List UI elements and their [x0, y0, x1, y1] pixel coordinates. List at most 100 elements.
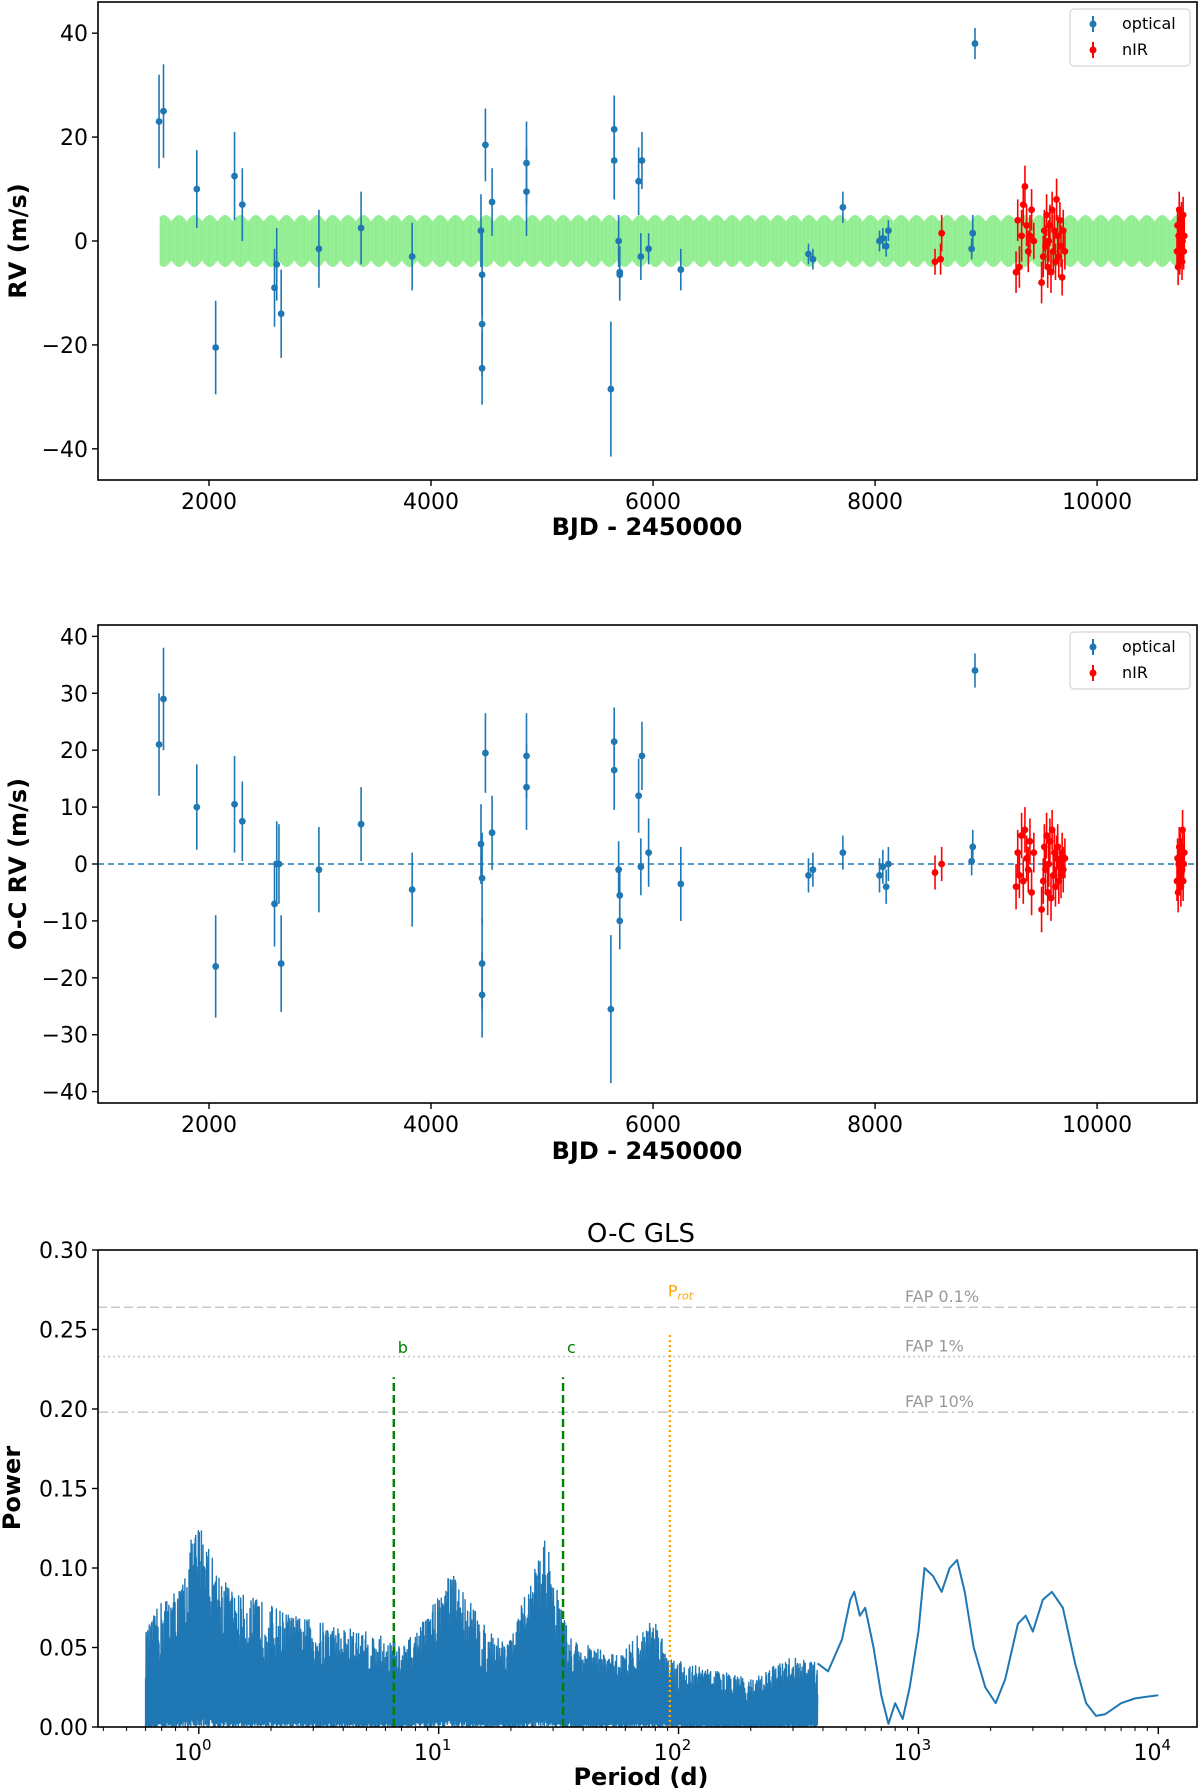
- oc-marker-nir: [1179, 826, 1186, 834]
- oc-point-optical: [275, 824, 283, 904]
- oc-marker-nir: [1045, 860, 1053, 868]
- rv-marker-nir: [1030, 237, 1038, 245]
- rv-marker-nir: [1050, 227, 1058, 235]
- oc-y-tick-label: 40: [60, 625, 88, 650]
- gls-y-tick-label: 0.30: [39, 1239, 88, 1264]
- oc-plot-content: [98, 647, 1197, 1084]
- rv-point-optical: [635, 147, 643, 216]
- rv-marker-nir: [1045, 237, 1053, 245]
- oc-panel: 2000 4000 6000 8000 10000 −40 −30 −20 −10 0 10 20 3…: [4, 624, 1198, 1165]
- oc-marker-nir: [1052, 883, 1059, 891]
- gls-y-tick-label: 0.20: [39, 1398, 88, 1423]
- oc-marker-optical: [616, 917, 624, 925]
- rv-marker-nir: [1180, 232, 1188, 240]
- rv-marker-optical: [212, 344, 220, 351]
- rv-y-tick-label: 40: [60, 22, 88, 47]
- rv-point-optical: [884, 220, 892, 241]
- rv-legend-label-optical: optical: [1122, 14, 1176, 33]
- rv-point-optical: [809, 248, 817, 270]
- fap-label: FAP 10%: [905, 1392, 974, 1411]
- oc-point-nir: [1024, 846, 1032, 893]
- gls-x-tick-label: 104: [1134, 1736, 1172, 1766]
- oc-point-optical: [478, 952, 486, 1038]
- oc-marker-nir: [1061, 854, 1069, 862]
- rv-marker-optical: [879, 235, 887, 242]
- rv-marker-nir: [1038, 279, 1045, 286]
- rv-point-optical: [879, 228, 887, 249]
- oc-marker-optical: [231, 800, 238, 808]
- oc-marker-optical: [477, 840, 485, 848]
- gls-power-curve: [817, 1559, 1159, 1725]
- oc-marker-optical: [193, 803, 201, 811]
- rv-point-nir: [1043, 194, 1050, 236]
- rv-x-axis-label: BJD - 2450000: [552, 513, 743, 541]
- period-marker-label-c: c: [567, 1338, 576, 1357]
- oc-x-tick-label: 6000: [625, 1113, 681, 1138]
- rv-marker-optical: [884, 227, 892, 235]
- oc-point-nir: [1052, 866, 1059, 907]
- oc-point-optical: [616, 892, 624, 950]
- oc-point-optical: [193, 764, 201, 850]
- rv-y-tick-label: −40: [42, 438, 88, 463]
- oc-y-tick-label: 0: [74, 853, 88, 878]
- oc-marker-optical: [882, 883, 890, 891]
- rv-marker-optical: [610, 157, 618, 164]
- rv-legend: optical nIR: [1069, 8, 1191, 67]
- rv-point-nir: [1014, 199, 1022, 241]
- oc-marker-optical: [809, 866, 817, 874]
- rv-marker-optical: [523, 159, 530, 167]
- rv-marker-nir: [1018, 232, 1026, 240]
- gls-plot-content: FAP 0.1% FAP 1% FAP 10% b c Prot: [98, 1282, 1197, 1728]
- oc-point-nir: [1180, 832, 1188, 873]
- oc-marker-nir: [1028, 889, 1035, 896]
- rv-point-nir: [1061, 233, 1069, 270]
- rv-marker-optical: [645, 245, 653, 253]
- rv-point-optical: [477, 194, 485, 267]
- oc-point-optical: [610, 730, 618, 810]
- oc-legend-marker-optical: [1089, 639, 1097, 655]
- oc-point-nir: [938, 846, 946, 882]
- rv-marker-optical: [616, 271, 624, 279]
- rv-marker-optical: [805, 250, 812, 258]
- oc-point-optical: [212, 915, 220, 1018]
- oc-point-optical: [969, 829, 977, 864]
- rv-marker-optical: [968, 245, 976, 253]
- fap-label: FAP 0.1%: [905, 1287, 979, 1306]
- rv-point-optical: [839, 191, 847, 223]
- oc-point-optical: [478, 832, 486, 924]
- rv-point-optical: [193, 150, 201, 229]
- oc-y-tick-label: 10: [60, 796, 88, 821]
- rv-y-axis-label: RV (m/s): [4, 183, 32, 298]
- gls-y-tick-label: 0.00: [39, 1716, 88, 1741]
- rv-y-tick-label: 0: [74, 230, 88, 255]
- oc-point-nir: [1018, 812, 1026, 859]
- oc-legend: optical nIR: [1069, 631, 1191, 690]
- oc-y-tick-label: −20: [42, 967, 88, 992]
- oc-marker-nir: [1024, 866, 1032, 874]
- oc-marker-optical: [969, 843, 977, 851]
- rv-marker-optical: [969, 229, 977, 237]
- rv-point-optical: [357, 191, 365, 265]
- rv-y-tick-label: 20: [60, 126, 88, 151]
- oc-point-optical: [277, 915, 285, 1012]
- gls-x-tick-label: 100: [174, 1736, 212, 1766]
- rv-marker-optical: [478, 320, 486, 328]
- oc-marker-optical: [635, 792, 643, 800]
- rv-point-optical: [645, 233, 653, 265]
- oc-point-optical: [523, 713, 530, 799]
- oc-marker-nir: [1019, 877, 1027, 885]
- rv-point-nir: [1012, 251, 1020, 293]
- rv-point-nir: [1044, 246, 1052, 288]
- period-marker-label-prot: Prot: [668, 1282, 694, 1303]
- rv-marker-optical: [160, 107, 167, 115]
- oc-y-tick-label: −30: [42, 1024, 88, 1049]
- rv-point-nir: [1053, 178, 1060, 221]
- period-marker-label-b: b: [398, 1338, 408, 1357]
- oc-marker-optical: [357, 820, 365, 828]
- rv-x-tick-label: 4000: [403, 490, 459, 515]
- oc-marker-optical: [615, 866, 623, 874]
- rv-point-optical: [231, 131, 238, 221]
- oc-marker-optical: [638, 752, 646, 760]
- oc-point-optical: [879, 849, 887, 884]
